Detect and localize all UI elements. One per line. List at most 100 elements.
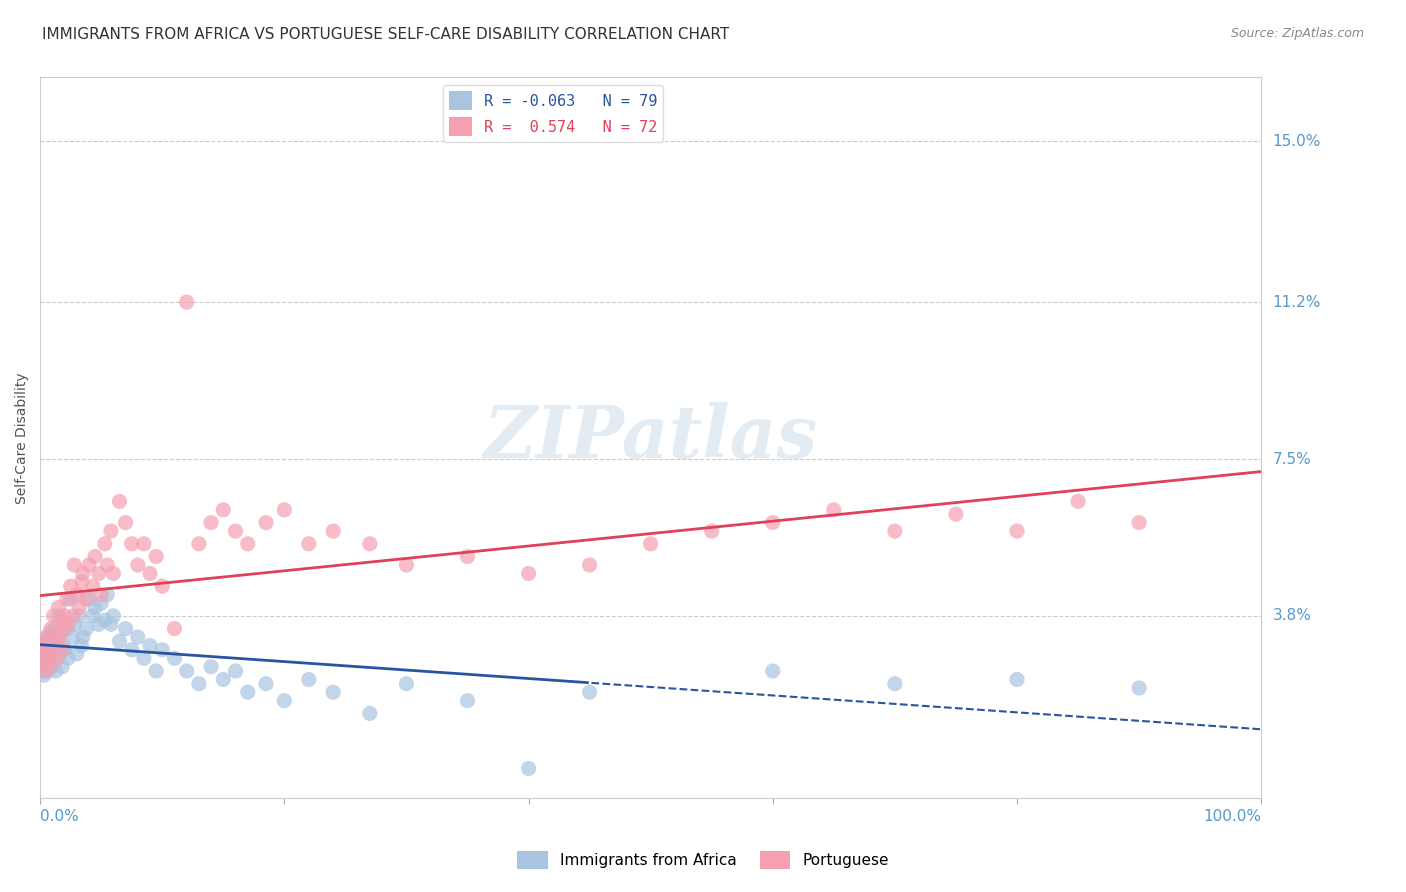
Text: 3.8%: 3.8% — [1272, 608, 1312, 624]
Point — [70, 639, 93, 653]
Point — [39, 639, 62, 653]
Point — [187, 676, 209, 690]
Point — [31, 656, 53, 670]
Point — [58, 651, 80, 665]
Point — [51, 642, 73, 657]
Point — [90, 588, 112, 602]
Point — [298, 537, 321, 551]
Point — [254, 516, 277, 530]
Point — [517, 762, 540, 776]
Point — [359, 706, 381, 721]
Point — [103, 608, 125, 623]
Point — [66, 647, 89, 661]
Point — [67, 600, 90, 615]
Point — [59, 579, 82, 593]
Point — [322, 685, 344, 699]
Point — [45, 625, 67, 640]
Point — [100, 524, 122, 538]
Point — [273, 693, 295, 707]
Point — [41, 630, 63, 644]
Point — [163, 622, 186, 636]
Point — [127, 558, 149, 572]
Point — [35, 630, 58, 644]
Point — [200, 516, 222, 530]
Point — [72, 630, 94, 644]
Point — [1005, 524, 1028, 538]
Text: IMMIGRANTS FROM AFRICA VS PORTUGUESE SELF-CARE DISABILITY CORRELATION CHART: IMMIGRANTS FROM AFRICA VS PORTUGUESE SEL… — [42, 27, 730, 42]
Point — [77, 591, 100, 606]
Point — [42, 608, 65, 623]
Point — [82, 608, 104, 623]
Point — [224, 664, 246, 678]
Point — [39, 659, 62, 673]
Point — [883, 524, 905, 538]
Point — [63, 617, 86, 632]
Point — [139, 639, 162, 653]
Point — [224, 524, 246, 538]
Point — [41, 642, 63, 657]
Point — [32, 647, 55, 661]
Point — [77, 558, 100, 572]
Point — [37, 630, 59, 644]
Point — [163, 651, 186, 665]
Point — [38, 634, 60, 648]
Point — [62, 608, 84, 623]
Point — [37, 642, 59, 657]
Point — [200, 659, 222, 673]
Point — [1005, 673, 1028, 687]
Point — [46, 651, 69, 665]
Point — [108, 494, 131, 508]
Point — [38, 664, 60, 678]
Point — [67, 608, 90, 623]
Point — [46, 634, 69, 648]
Point — [395, 558, 418, 572]
Point — [41, 651, 63, 665]
Point — [31, 634, 53, 648]
Point — [132, 651, 155, 665]
Point — [150, 642, 173, 657]
Point — [76, 591, 98, 606]
Point — [35, 651, 58, 665]
Point — [298, 673, 321, 687]
Point — [254, 676, 277, 690]
Point — [48, 600, 70, 615]
Point — [39, 622, 62, 636]
Point — [44, 634, 66, 648]
Point — [176, 664, 198, 678]
Point — [37, 656, 59, 670]
Point — [56, 591, 79, 606]
Point — [34, 664, 56, 678]
Point — [176, 295, 198, 310]
Point — [96, 558, 118, 572]
Point — [1067, 494, 1090, 508]
Point — [53, 642, 76, 657]
Text: 15.0%: 15.0% — [1272, 134, 1320, 149]
Legend: Immigrants from Africa, Portuguese: Immigrants from Africa, Portuguese — [510, 845, 896, 875]
Point — [45, 664, 67, 678]
Point — [38, 651, 60, 665]
Point — [90, 596, 112, 610]
Point — [48, 630, 70, 644]
Point — [359, 537, 381, 551]
Point — [52, 639, 75, 653]
Point — [35, 647, 58, 661]
Point — [87, 566, 110, 581]
Point — [139, 566, 162, 581]
Point — [132, 537, 155, 551]
Point — [96, 588, 118, 602]
Point — [30, 642, 52, 657]
Point — [63, 558, 86, 572]
Point — [578, 558, 600, 572]
Point — [38, 659, 60, 673]
Point — [823, 503, 845, 517]
Text: 11.2%: 11.2% — [1272, 294, 1320, 310]
Point — [48, 647, 70, 661]
Point — [94, 537, 117, 551]
Text: 100.0%: 100.0% — [1204, 809, 1261, 824]
Point — [395, 676, 418, 690]
Point — [578, 685, 600, 699]
Point — [84, 549, 107, 564]
Point — [1128, 516, 1150, 530]
Text: 0.0%: 0.0% — [41, 809, 79, 824]
Point — [236, 685, 259, 699]
